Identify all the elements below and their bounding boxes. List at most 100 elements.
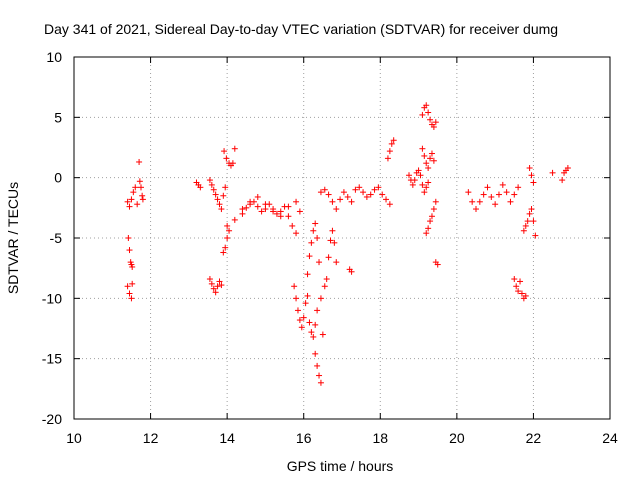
data-point-sat-X (476, 198, 483, 205)
data-point-sat-K (277, 208, 284, 215)
data-point-sat-Z (524, 218, 531, 225)
data-point-sat-P (337, 196, 344, 203)
data-point-sat-O (331, 239, 338, 246)
data-point-sat-K (254, 203, 261, 210)
data-point-sat-D (139, 192, 146, 199)
data-point-sat-G (218, 282, 225, 289)
data-point-sat-F (212, 191, 219, 198)
x-tick-labels: 10 12 14 16 18 20 22 24 (66, 430, 618, 446)
data-point-sat-X (492, 201, 499, 208)
data-point-sat-X (511, 191, 518, 198)
data-point-sat-X (507, 198, 514, 205)
data-point-sat-S (406, 172, 412, 179)
data-point-sat-D (139, 196, 146, 203)
data-point-sat-Q (348, 268, 355, 275)
data-point-sat-P (386, 201, 393, 208)
data-point-sat-M (317, 295, 324, 302)
data-point-sat-K (262, 206, 269, 213)
x-axis-label: GPS time / hours (287, 458, 394, 474)
y-tick-label: -20 (42, 411, 62, 427)
data-point-sat-Y (513, 283, 520, 290)
data-point-sat-K (293, 230, 300, 237)
data-point-sat-M (316, 259, 323, 266)
data-point-sat-T (432, 119, 439, 126)
data-point-sat-O (323, 276, 330, 283)
data-point-sat-I (223, 155, 230, 162)
data-point-sat-P (356, 184, 363, 191)
data-point-sat-K (250, 198, 257, 205)
data-point-sat-X (465, 189, 472, 196)
data-point-sat-K (258, 208, 265, 215)
y-tick-labels: 10 5 0 -5 -10 -15 -20 (42, 49, 62, 427)
data-point-sat-F (210, 186, 217, 193)
data-point-sat-S (423, 184, 430, 191)
data-point-sat-T (425, 109, 432, 116)
data-point-sat-A (128, 196, 135, 203)
y-tick-label: 0 (54, 170, 62, 186)
data-point-sat-C (124, 283, 131, 290)
data-point-sat-F (218, 206, 225, 213)
data-point-sat-S (411, 177, 418, 184)
axis-ticks (73, 56, 611, 420)
data-point-sat-K (273, 210, 280, 217)
data-point-sat-Y (511, 276, 518, 283)
data-point-sat-G (214, 283, 221, 290)
data-point-sat-I (221, 148, 228, 155)
data-point-sat-U (430, 157, 437, 164)
data-point-sat-L (308, 329, 315, 336)
data-point-sat-L (310, 333, 317, 340)
y-axis-label: SDTVAR / TECUs (5, 182, 21, 294)
data-point-sat-Z (530, 218, 537, 225)
data-point-sat-R (390, 137, 397, 144)
data-point-sat-K (239, 210, 246, 217)
data-point-sat-V (432, 198, 439, 205)
data-point-sat-F (216, 201, 223, 208)
data-point-sat-T (430, 123, 437, 130)
data-point-sat-O (327, 237, 334, 244)
data-point-sat-K (281, 203, 288, 210)
data-point-sat-P (321, 186, 328, 193)
data-point-sat-Z (532, 232, 539, 239)
data-point-sat-S (409, 181, 416, 188)
data-point-sat-O (325, 254, 332, 261)
data-point-sat-L (306, 319, 313, 326)
data-point-sat-J (224, 222, 231, 229)
data-point-sat-L (302, 300, 309, 307)
data-point-sat-G (210, 285, 217, 292)
data-point-sat-X (480, 191, 487, 198)
data-point-sat-K (247, 201, 254, 208)
data-point-sat-K (243, 204, 250, 211)
data-point-sat-M (310, 227, 317, 234)
data-point-sat-P (352, 186, 359, 193)
data-point-sat-Y (517, 278, 524, 285)
data-point-sat-X (499, 181, 506, 188)
data-point-sat-X (473, 206, 479, 213)
data-point-sat-D (138, 184, 144, 191)
data-point-sat-X (503, 189, 510, 196)
x-tick-label: 24 (602, 430, 618, 446)
data-point-sat-M (304, 271, 311, 278)
data-point-sat-M (319, 331, 326, 338)
data-point-sat-X (515, 184, 522, 191)
data-point-sat-V (428, 213, 435, 220)
data-point-sat-K (270, 206, 277, 213)
data-point-sat-F (206, 177, 213, 184)
data-point-sat-AA (530, 179, 537, 186)
data-point-sat-Z (526, 210, 533, 217)
data-point-sat-L (314, 307, 321, 314)
data-point-sat-F (208, 181, 215, 188)
data-point-sat-X (488, 193, 495, 200)
data-point-sat-P (360, 189, 367, 196)
data-point-sat-M (306, 253, 313, 260)
data-point-sat-P (383, 196, 390, 203)
data-point-sat-L (298, 324, 305, 331)
data-point-sat-U (421, 152, 428, 159)
y-tick-label: -5 (50, 230, 63, 246)
x-tick-label: 14 (219, 430, 235, 446)
data-point-sat-W (434, 261, 441, 268)
data-point-sat-B (126, 247, 133, 254)
data-point-sat-F (220, 192, 227, 199)
data-point-sat-V (425, 225, 432, 232)
data-point-sat-G (216, 278, 223, 285)
